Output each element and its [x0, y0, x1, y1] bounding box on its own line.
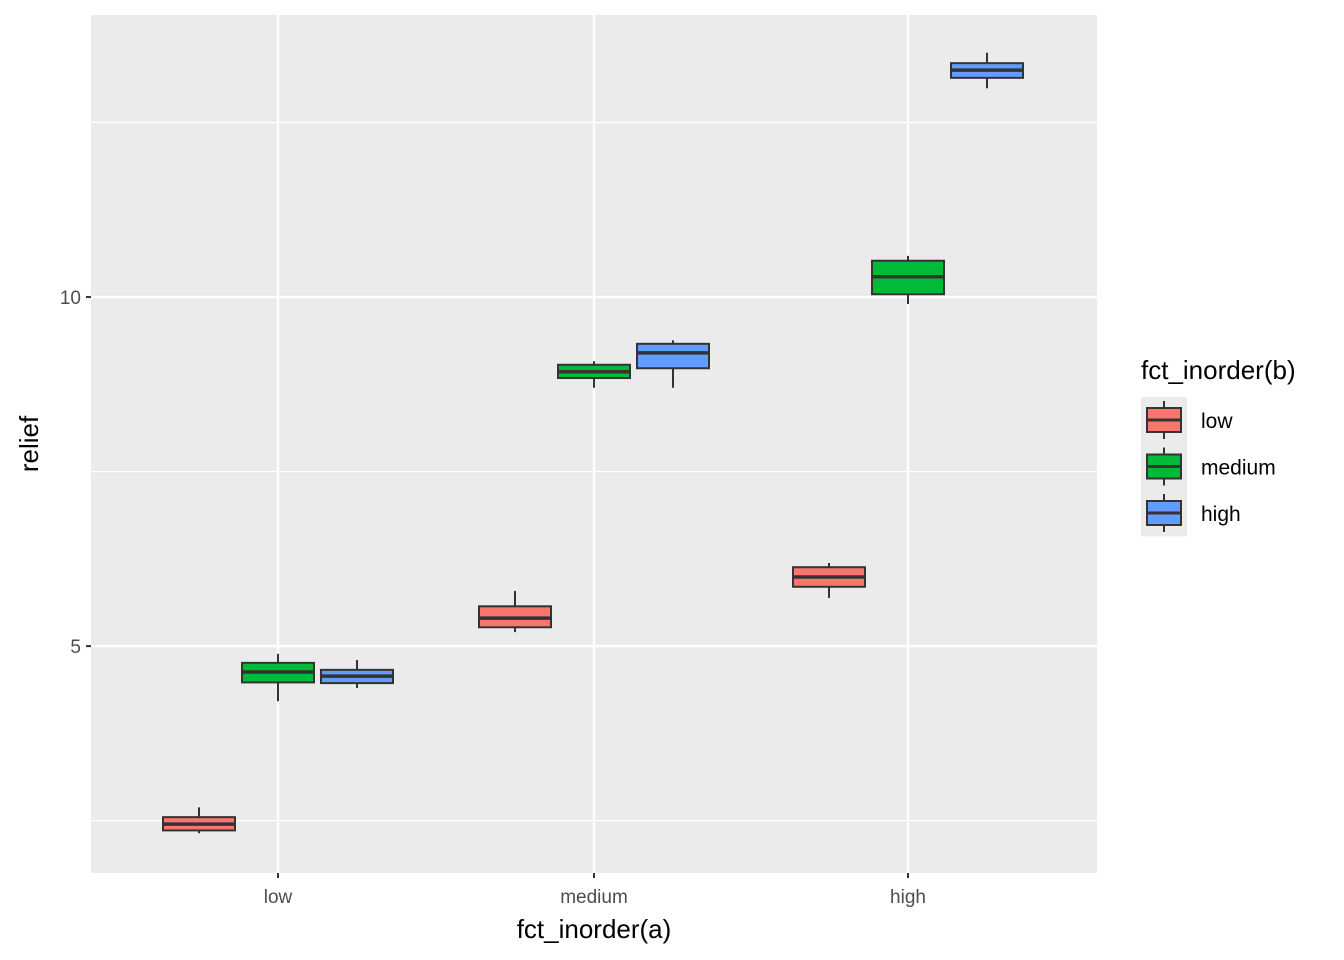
x-tick-label: medium [560, 887, 628, 908]
legend-label: medium [1201, 457, 1276, 480]
legend: fct_inorder(b) low medium high [1141, 355, 1296, 537]
box-low-medium [478, 590, 552, 633]
y-tick-label: 5 [70, 637, 81, 658]
x-tick-label: high [890, 887, 926, 908]
box-high-low [320, 660, 394, 688]
box-low-low [162, 807, 236, 834]
legend-item-high: high [1141, 490, 1241, 537]
box-rect [636, 342, 710, 370]
box-high-medium [636, 340, 710, 388]
y-axis-title: relief [14, 415, 44, 472]
legend-item-medium: medium [1141, 443, 1276, 490]
legend-title: fct_inorder(b) [1141, 355, 1296, 385]
y-tick-label: 10 [60, 288, 81, 309]
legend-item-low: low [1141, 397, 1233, 444]
legend-label: low [1201, 410, 1233, 433]
x-axis-title: fct_inorder(a) [517, 914, 672, 944]
x-tick-label: low [264, 887, 293, 908]
box-high-high [950, 52, 1024, 89]
box-medium-medium [557, 361, 631, 388]
box-low-high [792, 563, 866, 598]
box-medium-high [871, 255, 945, 305]
legend-label: high [1201, 503, 1241, 526]
box-medium-low [241, 653, 315, 702]
